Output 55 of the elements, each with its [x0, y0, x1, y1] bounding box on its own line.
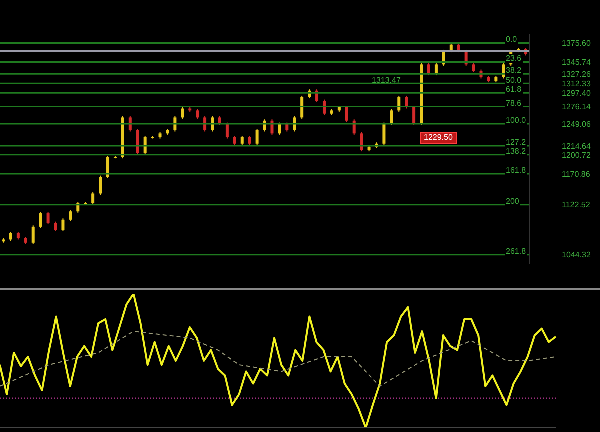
candlestick	[39, 212, 42, 229]
candlestick	[345, 106, 348, 123]
candlestick	[382, 122, 386, 146]
y-tick-label: 1312.33	[562, 79, 592, 88]
annotation: 23.6	[505, 54, 523, 64]
annotation: 61.8	[505, 85, 523, 94]
candlestick	[211, 116, 214, 132]
y-tick-label: 1122.52	[562, 200, 591, 210]
candlestick	[92, 192, 95, 206]
y-tick-label: 1375.60	[562, 39, 592, 48]
candlestick	[293, 116, 296, 132]
annotation: 38.2	[505, 66, 523, 76]
candlestick	[204, 116, 207, 132]
candlestick	[54, 221, 58, 232]
candlestick	[322, 99, 326, 116]
candlestick	[32, 225, 35, 245]
candlestick	[412, 106, 416, 126]
candlestick	[128, 116, 132, 132]
annotation: 200	[505, 196, 520, 206]
candlestick	[427, 62, 430, 76]
candlestick	[174, 116, 177, 132]
annotation: 161.8	[505, 166, 528, 175]
annotation: 127.2	[505, 138, 528, 148]
candlestick	[69, 210, 72, 222]
annotation: 78.6	[505, 98, 523, 108]
annotation: 138.2	[505, 146, 528, 156]
y-tick-label: 1214.64	[562, 142, 592, 151]
candlestick	[144, 136, 147, 156]
candlestick	[196, 108, 200, 120]
candlestick	[390, 108, 394, 126]
y-tick-label: 1297.40	[562, 89, 592, 98]
candlestick	[226, 122, 229, 140]
candlestick	[62, 218, 65, 232]
candlestick	[181, 106, 184, 120]
y-tick-label: 1200.72	[562, 150, 592, 160]
candlestick	[99, 175, 102, 196]
candlestick	[136, 128, 140, 156]
y-tick-label: 1044.32	[562, 250, 592, 260]
candlestick	[502, 62, 506, 80]
y-tick-label: 1249.06	[562, 120, 592, 129]
annotation: 1229.50	[420, 132, 457, 144]
annotation: 50.0	[505, 76, 523, 85]
candlestick	[106, 156, 110, 179]
candlestick	[360, 132, 364, 152]
y-tick-label: 1276.14	[562, 102, 592, 112]
candlestick	[434, 62, 438, 76]
annotation: 261.8	[505, 246, 528, 256]
annotation: 1313.47	[372, 76, 401, 86]
y-tick-label: 1345.74	[562, 58, 592, 68]
candlestick	[46, 212, 50, 225]
candlestick	[256, 128, 259, 146]
y-tick-label: 1327.26	[562, 70, 592, 79]
annotation: 100.0	[505, 116, 528, 126]
annotation: 0.0	[505, 35, 518, 44]
y-tick-label: 1170.86	[562, 170, 591, 179]
